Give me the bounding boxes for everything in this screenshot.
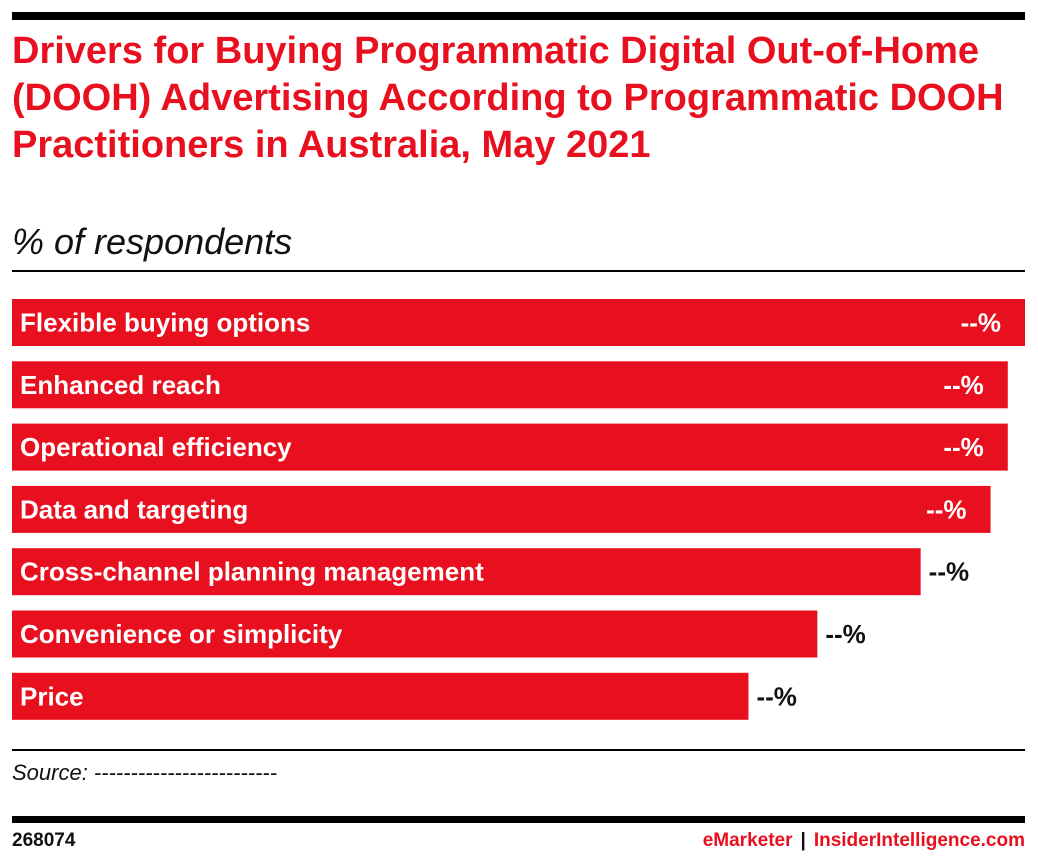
bar-label: Data and targeting — [20, 494, 248, 524]
bar-group: Data and targeting --% — [12, 485, 991, 533]
brand-emarketer: eMarketer — [702, 830, 793, 851]
top-rule — [12, 12, 1025, 20]
value-label: --% — [825, 619, 865, 649]
bar-group: Operational efficiency --% — [12, 423, 1008, 471]
bar-chart: Flexible buying options --%Enhanced reach… — [12, 299, 1025, 720]
bar-label: Price — [20, 681, 84, 711]
bar-label: Convenience or simplicity — [20, 619, 343, 649]
source-note: Source: ------------------------- — [12, 760, 278, 785]
brand-insider-intelligence: InsiderIntelligence.com — [813, 830, 1025, 851]
bar-label: Cross-channel planning management — [20, 557, 484, 587]
bar-group: Enhanced reach --% — [12, 361, 1008, 409]
bar — [12, 299, 1025, 346]
bar-group: Convenience or simplicity --% — [12, 610, 866, 658]
source-rule — [12, 749, 1025, 751]
footer-rule — [12, 816, 1025, 823]
value-label: --% — [943, 370, 983, 400]
subtitle-rule — [12, 270, 1025, 272]
bar-group: Price --% — [12, 672, 797, 720]
value-label: --% — [926, 494, 966, 524]
value-label: --% — [961, 308, 1001, 338]
bar-label: Enhanced reach — [20, 370, 221, 400]
bar-group: Cross-channel planning management --% — [12, 548, 969, 596]
brand-credit: eMarketer | InsiderIntelligence.com — [703, 830, 1025, 852]
bar — [12, 610, 818, 658]
bar-label: Operational efficiency — [20, 432, 292, 462]
chart-title: Drivers for Buying Programmatic Digital … — [12, 30, 1004, 166]
brand-separator: | — [800, 830, 806, 851]
bar — [12, 423, 1008, 471]
bar — [12, 548, 921, 596]
bar-label: Flexible buying options — [20, 308, 310, 338]
bar — [12, 672, 749, 720]
value-label: --% — [929, 557, 969, 587]
value-label: --% — [756, 681, 796, 711]
bar — [12, 361, 1008, 409]
bar-group: Flexible buying options --% — [12, 299, 1025, 346]
chart-subtitle: % of respondents — [12, 221, 293, 262]
chart-id: 268074 — [12, 830, 76, 851]
value-label: --% — [943, 432, 983, 462]
bar — [12, 485, 991, 533]
